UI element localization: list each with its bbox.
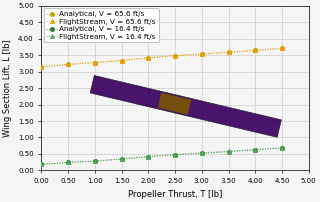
Legend: Analytical, V = 65.6 ft/s, FlightStream, V = 65.6 ft/s, Analytical, V = 16.4 ft/: Analytical, V = 65.6 ft/s, FlightStream,… xyxy=(44,8,159,42)
FlightStream, V = 16.4 ft/s xyxy=(66,161,70,164)
FlightStream, V = 65.6 ft/s xyxy=(120,59,124,62)
Line: Analytical, V = 65.6 ft/s: Analytical, V = 65.6 ft/s xyxy=(39,46,284,69)
FlightStream, V = 16.4 ft/s xyxy=(227,150,230,153)
Analytical, V = 16.4 ft/s xyxy=(120,158,124,160)
FlightStream, V = 65.6 ft/s xyxy=(39,66,43,68)
FlightStream, V = 16.4 ft/s xyxy=(147,155,150,158)
Polygon shape xyxy=(158,93,191,115)
Analytical, V = 16.4 ft/s xyxy=(253,148,257,151)
FlightStream, V = 65.6 ft/s xyxy=(173,54,177,57)
Analytical, V = 65.6 ft/s xyxy=(66,63,70,66)
Analytical, V = 65.6 ft/s xyxy=(39,66,43,68)
Analytical, V = 16.4 ft/s xyxy=(93,160,97,162)
X-axis label: Propeller Thrust, T [lb]: Propeller Thrust, T [lb] xyxy=(128,189,222,199)
Line: Analytical, V = 16.4 ft/s: Analytical, V = 16.4 ft/s xyxy=(39,146,284,167)
Analytical, V = 65.6 ft/s xyxy=(280,47,284,49)
Analytical, V = 65.6 ft/s xyxy=(147,57,150,59)
Analytical, V = 65.6 ft/s xyxy=(120,59,124,62)
FlightStream, V = 65.6 ft/s xyxy=(227,51,230,54)
Analytical, V = 65.6 ft/s xyxy=(253,49,257,52)
Line: FlightStream, V = 65.6 ft/s: FlightStream, V = 65.6 ft/s xyxy=(39,46,284,69)
FlightStream, V = 16.4 ft/s xyxy=(120,158,124,160)
Analytical, V = 16.4 ft/s xyxy=(39,163,43,166)
Polygon shape xyxy=(90,76,281,137)
FlightStream, V = 16.4 ft/s xyxy=(200,152,204,154)
FlightStream, V = 16.4 ft/s xyxy=(39,163,43,166)
Analytical, V = 65.6 ft/s xyxy=(227,51,230,54)
Analytical, V = 16.4 ft/s xyxy=(147,155,150,158)
Analytical, V = 16.4 ft/s xyxy=(280,147,284,149)
FlightStream, V = 16.4 ft/s xyxy=(253,148,257,151)
FlightStream, V = 16.4 ft/s xyxy=(93,160,97,162)
Analytical, V = 65.6 ft/s xyxy=(200,53,204,55)
Ellipse shape xyxy=(158,94,188,107)
Analytical, V = 65.6 ft/s xyxy=(173,54,177,57)
FlightStream, V = 65.6 ft/s xyxy=(66,63,70,66)
Analytical, V = 16.4 ft/s xyxy=(200,152,204,155)
FlightStream, V = 16.4 ft/s xyxy=(173,153,177,156)
Analytical, V = 16.4 ft/s xyxy=(227,150,230,153)
Analytical, V = 16.4 ft/s xyxy=(173,154,177,156)
Line: FlightStream, V = 16.4 ft/s: FlightStream, V = 16.4 ft/s xyxy=(39,146,284,167)
Analytical, V = 16.4 ft/s xyxy=(66,161,70,164)
Y-axis label: Wing Section Lift, L [lb]: Wing Section Lift, L [lb] xyxy=(4,39,12,137)
FlightStream, V = 65.6 ft/s xyxy=(147,56,150,59)
FlightStream, V = 16.4 ft/s xyxy=(280,147,284,149)
Analytical, V = 65.6 ft/s xyxy=(93,61,97,64)
FlightStream, V = 65.6 ft/s xyxy=(200,53,204,55)
FlightStream, V = 65.6 ft/s xyxy=(280,47,284,49)
FlightStream, V = 65.6 ft/s xyxy=(93,61,97,64)
FlightStream, V = 65.6 ft/s xyxy=(253,49,257,52)
